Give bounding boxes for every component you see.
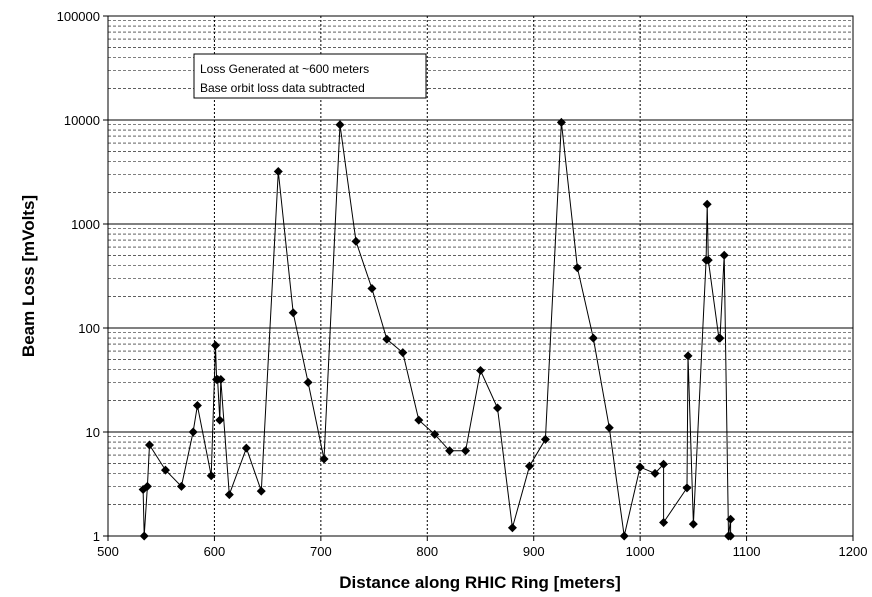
data-point-marker <box>215 415 225 425</box>
data-point-marker <box>206 471 216 481</box>
data-point-marker <box>210 340 220 350</box>
data-point-marker <box>507 523 517 533</box>
data-point-marker <box>160 465 170 475</box>
x-tick-label: 1200 <box>839 544 868 559</box>
y-tick-label: 100 <box>78 321 100 336</box>
data-point-marker <box>556 117 566 127</box>
data-point-marker <box>224 490 234 500</box>
series-line <box>142 122 732 537</box>
data-point-marker <box>682 483 692 493</box>
annotation-box: Loss Generated at ~600 meters Base orbit… <box>193 53 427 99</box>
data-point-marker <box>192 400 202 410</box>
x-tick-label: 900 <box>523 544 545 559</box>
y-axis-label: Beam Loss [mVolts] <box>19 195 38 357</box>
data-point-marker <box>176 481 186 491</box>
data-point-marker <box>688 519 698 529</box>
data-point-marker <box>703 255 713 265</box>
plot-area-frame <box>107 15 854 537</box>
x-tick-label: 500 <box>97 544 119 559</box>
data-point-marker <box>659 517 669 527</box>
data-point-marker <box>351 236 361 246</box>
x-tick-label: 1100 <box>733 544 761 559</box>
y-tick-label: 1000 <box>71 217 100 232</box>
x-tick-label: 600 <box>204 544 226 559</box>
data-point-marker <box>476 366 485 376</box>
data-point-marker <box>445 446 455 456</box>
x-axis-label: Distance along RHIC Ring [meters] <box>339 573 621 592</box>
data-point-marker <box>604 423 614 433</box>
x-tick-label: 1000 <box>626 544 655 559</box>
annotation-line-2: Base orbit loss data subtracted <box>200 81 365 95</box>
data-point-marker <box>572 263 582 273</box>
data-point-marker <box>414 415 424 425</box>
data-point-marker <box>288 308 298 318</box>
data-point-marker <box>398 348 408 358</box>
data-point-marker <box>241 443 251 453</box>
data-point-marker <box>659 459 669 469</box>
data-point-marker <box>493 403 503 413</box>
data-point-marker <box>273 166 283 176</box>
y-tick-label: 1 <box>93 529 100 544</box>
data-point-marker <box>719 250 729 260</box>
annotation-frame <box>193 53 427 99</box>
gridlines <box>108 16 853 536</box>
data-point-marker <box>319 454 329 464</box>
y-tick-label: 100000 <box>57 9 100 24</box>
data-point-marker <box>726 514 736 524</box>
axes: 500 600 700 800 900 1000 1100 1200 1 10 100 1000 100… <box>57 9 868 559</box>
data-point-marker <box>430 429 440 439</box>
data-series <box>138 117 736 541</box>
x-tick-label: 700 <box>310 544 332 559</box>
data-point-marker <box>367 283 377 293</box>
y-tick-label: 10 <box>86 425 100 440</box>
data-point-marker <box>256 486 266 496</box>
x-tick-label: 800 <box>416 544 438 559</box>
data-point-marker <box>382 334 392 344</box>
data-point-marker <box>540 434 550 444</box>
data-point-marker <box>335 120 345 130</box>
data-point-marker <box>715 333 725 343</box>
data-point-marker <box>145 440 155 450</box>
y-tick-label: 10000 <box>64 113 100 128</box>
data-point-marker <box>635 462 645 472</box>
data-point-marker <box>702 199 712 209</box>
data-point-marker <box>188 427 198 437</box>
data-point-marker <box>461 446 471 456</box>
data-point-marker <box>303 377 313 387</box>
data-point-marker <box>588 333 598 343</box>
data-point-marker <box>683 351 693 361</box>
data-point-marker <box>216 374 226 384</box>
data-point-marker <box>650 468 660 478</box>
data-point-marker <box>524 461 534 471</box>
data-point-marker <box>142 481 152 491</box>
annotation-line-1: Loss Generated at ~600 meters <box>200 62 369 76</box>
